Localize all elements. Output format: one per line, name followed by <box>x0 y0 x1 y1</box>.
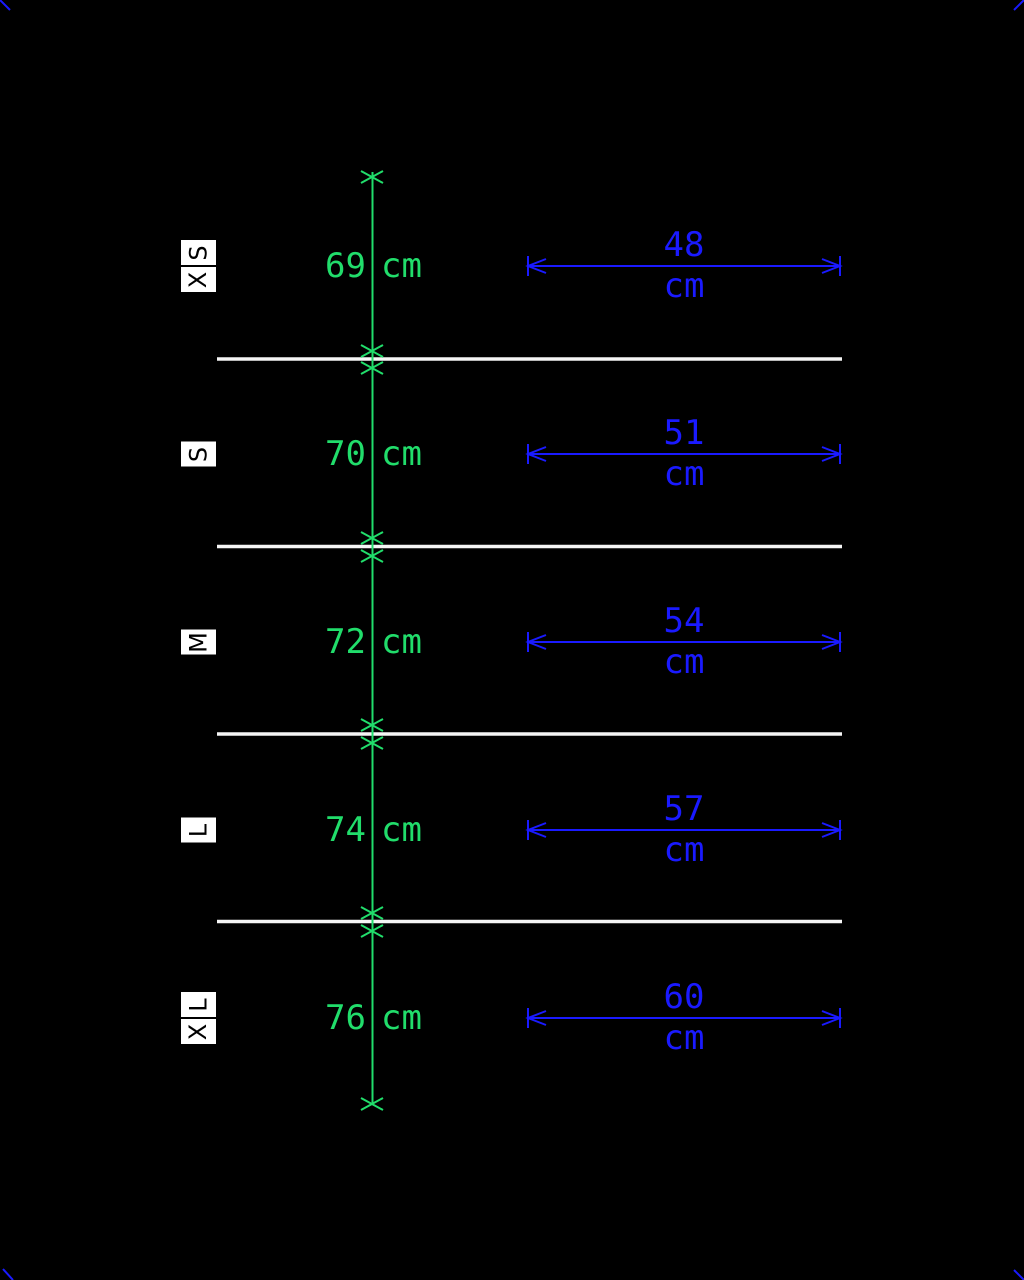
size-letter: S <box>184 244 213 261</box>
size-letter-box: M <box>181 629 216 655</box>
size-letter-box: L <box>181 817 216 843</box>
size-letter-box: S <box>181 441 216 467</box>
width-unit-l: cm <box>663 830 705 870</box>
size-label-l: L <box>181 817 216 843</box>
height-value-l: 74 <box>325 810 366 850</box>
size-letter-box: L <box>181 992 216 1017</box>
size-label-s: S <box>181 441 216 467</box>
size-letter: M <box>184 631 213 653</box>
width-arrow-m <box>525 632 843 652</box>
size-letter: X <box>184 1023 213 1040</box>
width-value-m: 54 <box>663 601 705 641</box>
size-letter: X <box>184 271 213 288</box>
size-letter: S <box>184 446 213 462</box>
width-arrow-s <box>525 444 843 464</box>
width-value-l: 57 <box>663 789 705 829</box>
size-label-xl: L X <box>181 992 216 1044</box>
height-tick-x-icon <box>360 170 384 1111</box>
size-letter-box: S <box>181 240 216 265</box>
height-unit-m: cm <box>381 622 422 662</box>
width-dimension-arrows <box>525 256 843 1028</box>
width-unit-s: cm <box>663 454 705 494</box>
height-value-xl: 76 <box>325 998 366 1038</box>
width-unit-m: cm <box>663 642 705 682</box>
size-letter-box: X <box>181 267 216 292</box>
height-value-xs: 69 <box>325 246 366 286</box>
size-letter: L <box>184 823 213 837</box>
size-separator-lines <box>217 357 842 924</box>
width-unit-xs: cm <box>663 266 705 306</box>
width-value-xl: 60 <box>663 977 705 1017</box>
height-unit-xs: cm <box>381 246 422 286</box>
height-unit-l: cm <box>381 810 422 850</box>
size-label-m: M <box>181 629 216 655</box>
width-arrow-xl <box>525 1008 843 1028</box>
size-letter-box: X <box>181 1019 216 1044</box>
width-value-xs: 48 <box>663 225 705 265</box>
size-label-xs: S X <box>181 240 216 292</box>
size-letter: L <box>184 997 213 1012</box>
height-unit-xl: cm <box>381 998 422 1038</box>
height-unit-s: cm <box>381 434 422 474</box>
height-value-m: 72 <box>325 622 366 662</box>
width-arrow-xs <box>525 256 843 276</box>
height-dimension-line <box>360 170 384 1111</box>
width-arrow-l <box>525 820 843 840</box>
height-value-s: 70 <box>325 434 366 474</box>
width-unit-xl: cm <box>663 1018 705 1058</box>
width-value-s: 51 <box>663 413 705 453</box>
